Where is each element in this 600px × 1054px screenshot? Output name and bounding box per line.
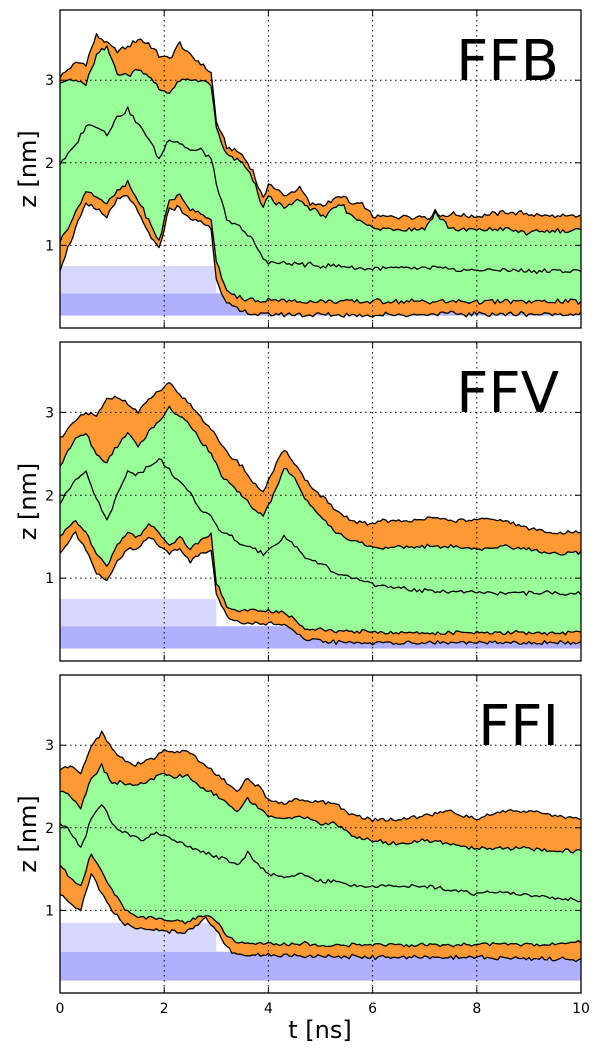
- series-line-inner-upper: [60, 45, 581, 236]
- series-line-median: [60, 804, 581, 903]
- y-tick-label: 2: [45, 488, 54, 504]
- x-tick-label: 4: [264, 1001, 273, 1017]
- series-line-outer-lower: [60, 194, 581, 318]
- y-tick-label: 1: [45, 571, 54, 587]
- y-axis-label: z [nm]: [14, 795, 42, 873]
- plot-frame: [59, 674, 582, 994]
- y-tick-label: 1: [45, 238, 54, 254]
- x-tick-label: 6: [368, 1001, 377, 1017]
- panel-title: FFV: [456, 361, 559, 426]
- panel-ffb: 1 2 3 z [nm] FFB: [14, 9, 582, 329]
- plot-area: [60, 10, 581, 328]
- inner-band: [60, 763, 581, 947]
- y-tick-label: 3: [45, 405, 54, 421]
- y-tick-label: 2: [45, 156, 54, 172]
- series-line-outer-upper: [60, 33, 581, 220]
- y-tick-label: 3: [45, 738, 54, 754]
- plot-frame: [59, 9, 582, 329]
- series-line-outer-upper: [60, 730, 581, 823]
- x-tick-label: 10: [572, 1001, 590, 1017]
- plot-frame: [59, 341, 582, 662]
- y-axis-label: z [nm]: [14, 130, 42, 208]
- series-line-inner-lower: [60, 853, 581, 948]
- x-axis-label: t [ns]: [288, 1016, 351, 1044]
- series-line-outer-upper: [60, 381, 581, 535]
- panels: 1 2 3 z [nm] FFB 1 2 3 z [nm] FFV 1 2 3 z [nm] FFI 0 2 4 6…: [14, 9, 590, 1017]
- panel-title: FFB: [456, 29, 559, 94]
- membrane-band-light: [60, 598, 217, 627]
- panel-title: FFI: [478, 694, 559, 759]
- series-line-inner-upper: [60, 405, 581, 556]
- y-tick-label: 1: [45, 903, 54, 919]
- series-line-inner-lower: [60, 519, 581, 636]
- series-line-inner-upper: [60, 762, 581, 854]
- membrane-band-light: [60, 266, 217, 294]
- panel-ffi: 1 2 3 z [nm] FFI 0 2 4 6 8 10: [14, 674, 590, 1017]
- plot-area: [60, 342, 581, 661]
- series-line-outer-lower: [60, 531, 581, 646]
- plot-area: [60, 675, 581, 993]
- x-tick-label: 0: [56, 1001, 65, 1017]
- inner-band: [60, 46, 581, 305]
- panel-ffv: 1 2 3 z [nm] FFV: [14, 341, 582, 662]
- y-tick-label: 2: [45, 821, 54, 837]
- series-line-outer-lower: [60, 873, 581, 963]
- series-line-inner-lower: [60, 179, 581, 305]
- y-axis-label: z [nm]: [14, 463, 42, 541]
- x-tick-label: 8: [472, 1001, 481, 1017]
- series-line-median: [60, 458, 581, 596]
- series-line-median: [60, 106, 581, 275]
- x-tick-label: 2: [160, 1001, 169, 1017]
- y-tick-label: 3: [45, 73, 54, 89]
